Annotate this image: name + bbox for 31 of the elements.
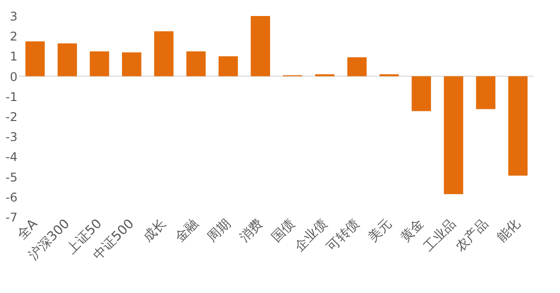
bar [154, 31, 174, 76]
bar [444, 76, 464, 194]
bar [476, 76, 496, 110]
y-tick-label: -4 [6, 150, 18, 164]
y-tick-label: -2 [6, 110, 18, 124]
y-tick-label: 2 [10, 30, 18, 44]
y-tick-label: -1 [6, 90, 18, 104]
x-tick-label: 能化 [494, 216, 524, 246]
bar [250, 16, 270, 76]
bar [186, 51, 206, 76]
bar [218, 56, 238, 76]
y-tick-label: -6 [6, 190, 18, 204]
y-tick-label: -5 [6, 170, 18, 184]
x-tick-label: 金融 [172, 216, 202, 246]
y-tick-label: 0 [10, 70, 18, 84]
y-tick-label: 3 [10, 10, 18, 24]
bar [508, 76, 528, 176]
x-tick-label: 消费 [237, 216, 266, 246]
bar [347, 57, 367, 76]
bar [58, 43, 77, 76]
x-tick-label: 美元 [365, 216, 395, 246]
x-tick-label: 成长 [140, 216, 170, 246]
bar [25, 41, 45, 76]
x-tick-label: 国债 [269, 216, 298, 246]
y-tick-label: -3 [6, 130, 18, 144]
x-tick-label: 周期 [204, 216, 234, 246]
bar [412, 76, 431, 112]
y-tick-label: 1 [10, 50, 18, 64]
bar [90, 51, 110, 76]
bar [122, 52, 142, 76]
y-tick-label: -7 [6, 210, 18, 224]
